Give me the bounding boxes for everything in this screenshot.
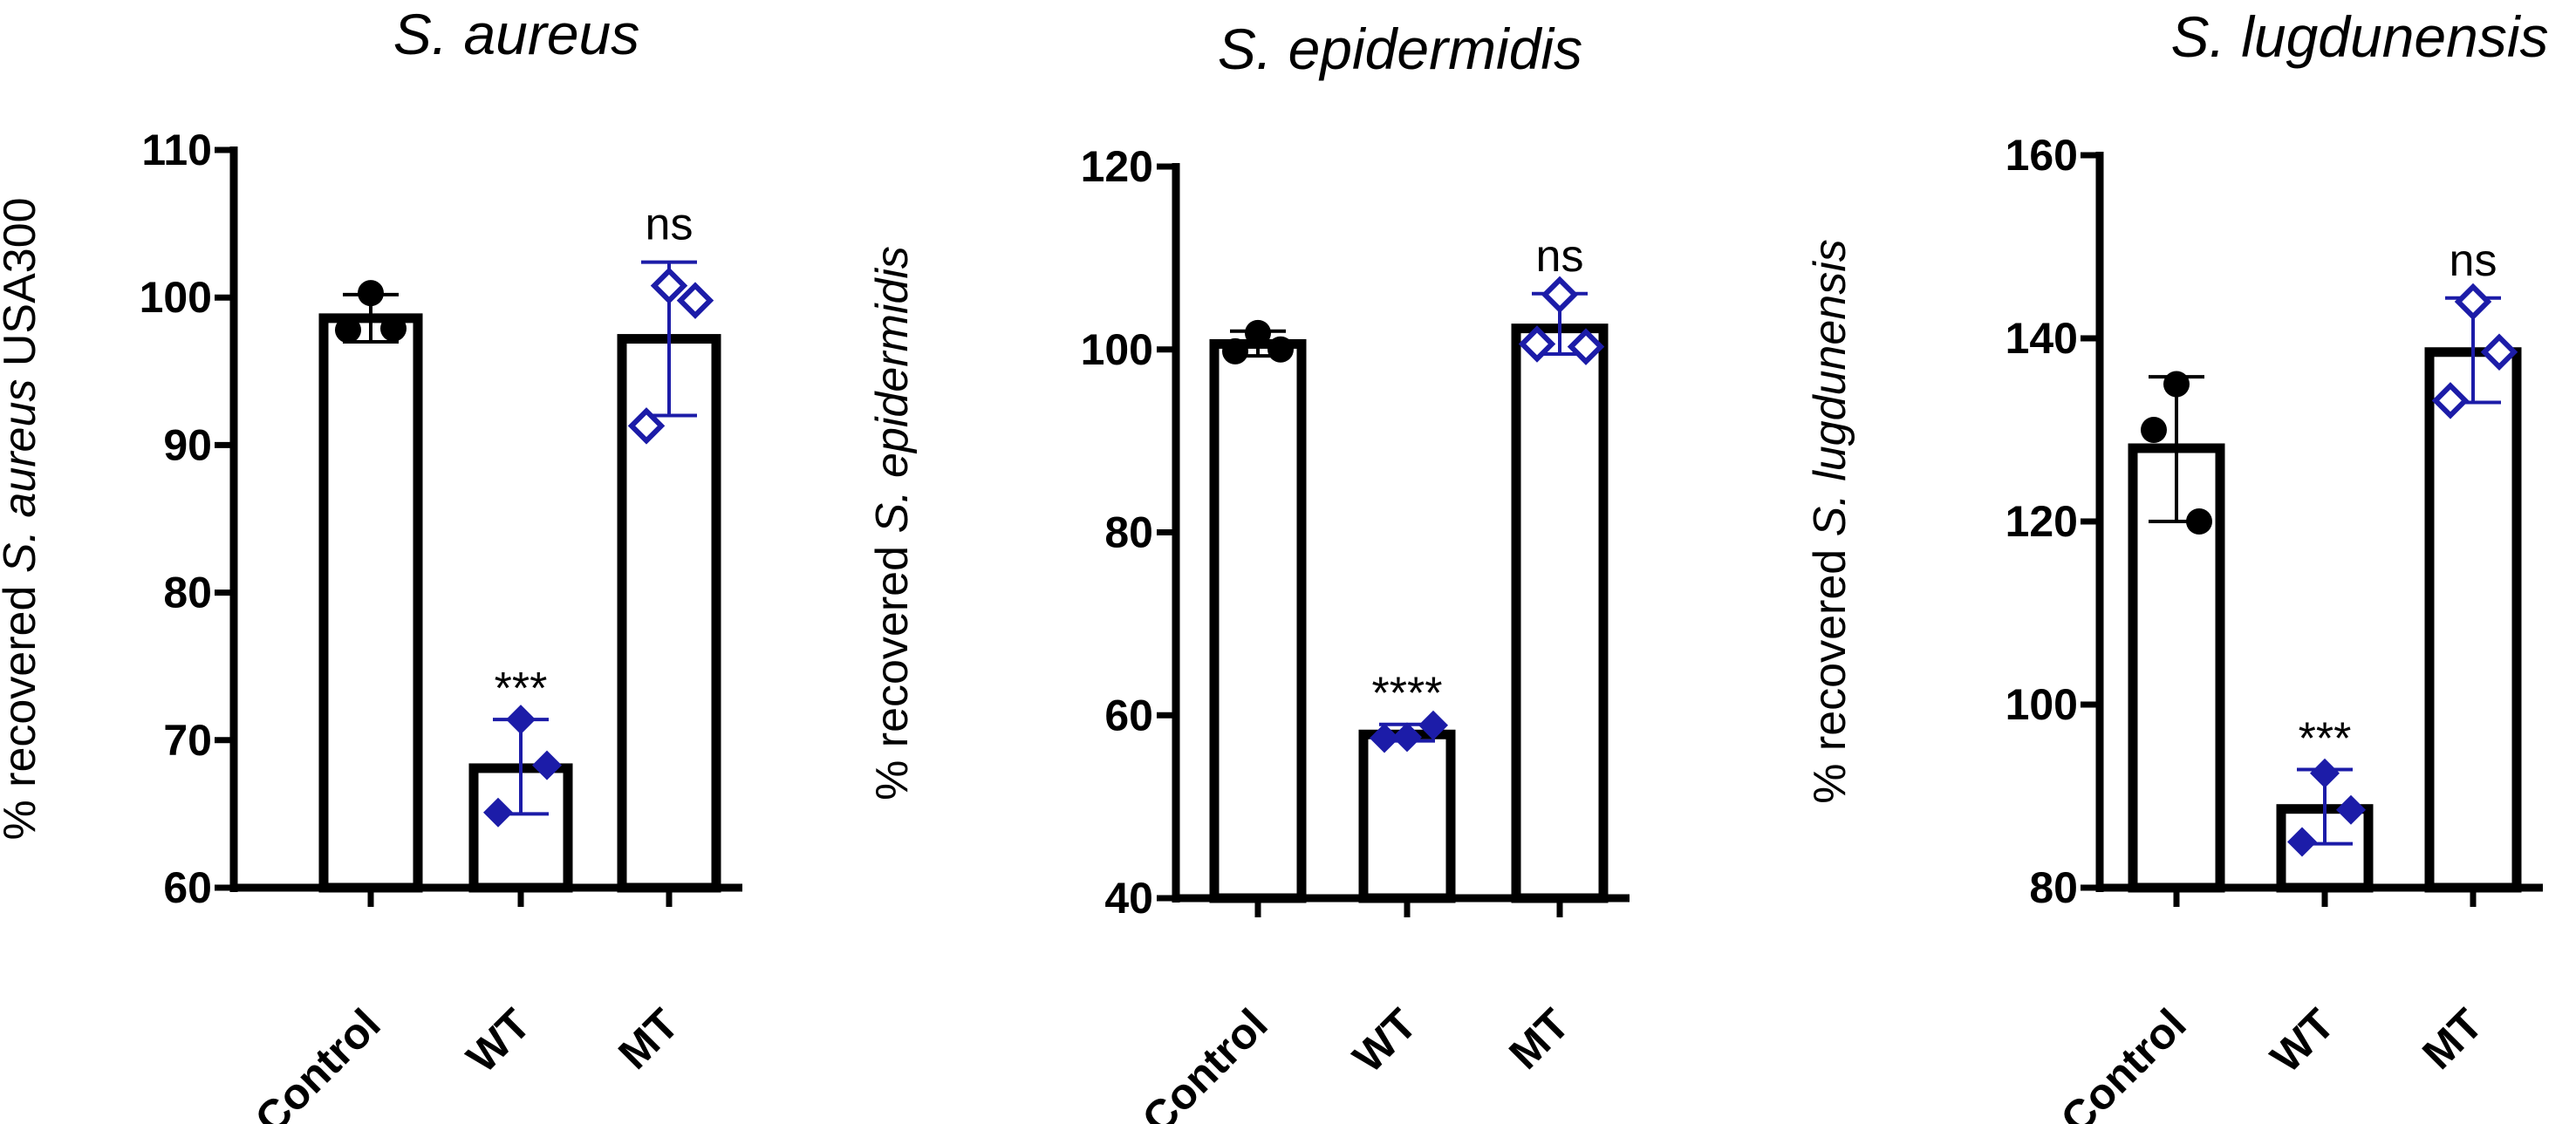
chart-title: S. lugdunensis	[2171, 4, 2549, 69]
chart-panel-1: S. aureus% recovered S. aureus USA300607…	[0, 2, 742, 1124]
y-tick-label: 160	[2005, 131, 2078, 180]
data-point-wt	[1418, 710, 1448, 740]
y-tick-label: 80	[2029, 863, 2078, 912]
x-tick-label: Control	[246, 999, 390, 1124]
data-point-wt	[483, 797, 513, 828]
data-point-mt	[2431, 382, 2470, 419]
data-point-wt	[532, 750, 562, 780]
significance-label: ns	[2450, 235, 2497, 286]
x-tick-label: MT	[609, 999, 688, 1079]
y-tick-label: 120	[1081, 142, 1153, 191]
data-point-mt	[1567, 328, 1605, 365]
data-point-mt	[627, 407, 666, 445]
data-point-control	[1268, 336, 1294, 363]
y-axis-label-species: S. epidermidis	[867, 246, 918, 533]
y-axis-label-prefix: % recovered	[867, 534, 918, 800]
x-tick-label: Control	[1133, 999, 1277, 1124]
chart-title: S. aureus	[393, 2, 640, 66]
significance-label: ****	[1372, 669, 1443, 719]
data-point-wt	[2287, 827, 2317, 857]
data-point-mt	[2454, 283, 2492, 321]
y-axis-label-suffix: USA300	[0, 197, 45, 378]
y-tick-label: 90	[163, 420, 212, 469]
data-point-mt	[2480, 333, 2518, 371]
bar-mt	[1511, 324, 1609, 903]
y-tick-label: 100	[1081, 325, 1153, 374]
y-axis-label-species: S. lugdunensis	[1805, 239, 1855, 536]
x-tick-label: Control	[2052, 999, 2196, 1124]
data-point-control	[2186, 508, 2212, 535]
y-tick-label: 80	[1104, 508, 1153, 557]
bar-wt	[1358, 729, 1456, 903]
y-tick-label: 110	[141, 126, 212, 174]
y-tick-label: 60	[163, 863, 212, 912]
bar-mt	[2424, 347, 2522, 893]
data-point-wt	[2310, 758, 2340, 788]
data-point-wt	[506, 705, 536, 735]
y-axis-label: % recovered S. aureus USA300	[0, 197, 45, 840]
chart-panel-2: S. epidermidis% recovered S. epidermidis…	[867, 17, 1630, 1124]
bar-control	[318, 313, 423, 893]
data-point-control	[2141, 417, 2167, 443]
y-tick-label: 60	[1104, 691, 1153, 739]
data-point-mt	[650, 267, 688, 304]
chart-panel-3: S. lugdunensis% recovered S. lugdunensis…	[1805, 4, 2548, 1124]
chart-title: S. epidermidis	[1218, 17, 1582, 81]
data-point-control	[335, 317, 361, 344]
data-point-wt	[1392, 722, 1422, 753]
data-point-mt	[676, 282, 714, 319]
y-tick-label: 40	[1104, 874, 1153, 923]
x-tick-label: WT	[1343, 999, 1426, 1082]
data-point-control	[1222, 337, 1248, 364]
data-point-control	[1245, 319, 1271, 346]
x-tick-label: WT	[457, 999, 540, 1082]
data-point-control	[2163, 371, 2190, 398]
x-tick-label: MT	[2413, 999, 2492, 1079]
data-point-mt	[1541, 276, 1579, 314]
y-axis-label: % recovered S. lugdunensis	[1805, 239, 1855, 804]
data-point-mt	[1518, 325, 1556, 363]
data-point-wt	[2336, 794, 2366, 825]
y-axis-label-prefix: % recovered	[0, 573, 45, 840]
y-tick-label: 100	[2005, 680, 2078, 729]
y-tick-label: 100	[140, 273, 212, 322]
data-point-control	[380, 315, 407, 342]
y-tick-label: 140	[2005, 314, 2078, 363]
y-tick-label: 80	[163, 569, 212, 617]
significance-label: ns	[1536, 231, 1584, 282]
significance-label: ***	[495, 664, 548, 714]
y-axis-label: % recovered S. epidermidis	[867, 246, 918, 800]
y-tick-label: 70	[163, 716, 212, 765]
bar-control	[1209, 338, 1307, 903]
significance-label: ns	[646, 200, 694, 250]
data-point-wt	[1370, 723, 1399, 753]
y-axis-label-species: S. aureus	[0, 379, 45, 574]
data-point-control	[358, 280, 384, 307]
y-tick-label: 120	[2005, 497, 2078, 546]
x-tick-label: WT	[2261, 999, 2344, 1082]
significance-label: ***	[2299, 714, 2352, 765]
y-axis-label-prefix: % recovered	[1805, 536, 1855, 803]
x-tick-label: MT	[1500, 999, 1579, 1079]
